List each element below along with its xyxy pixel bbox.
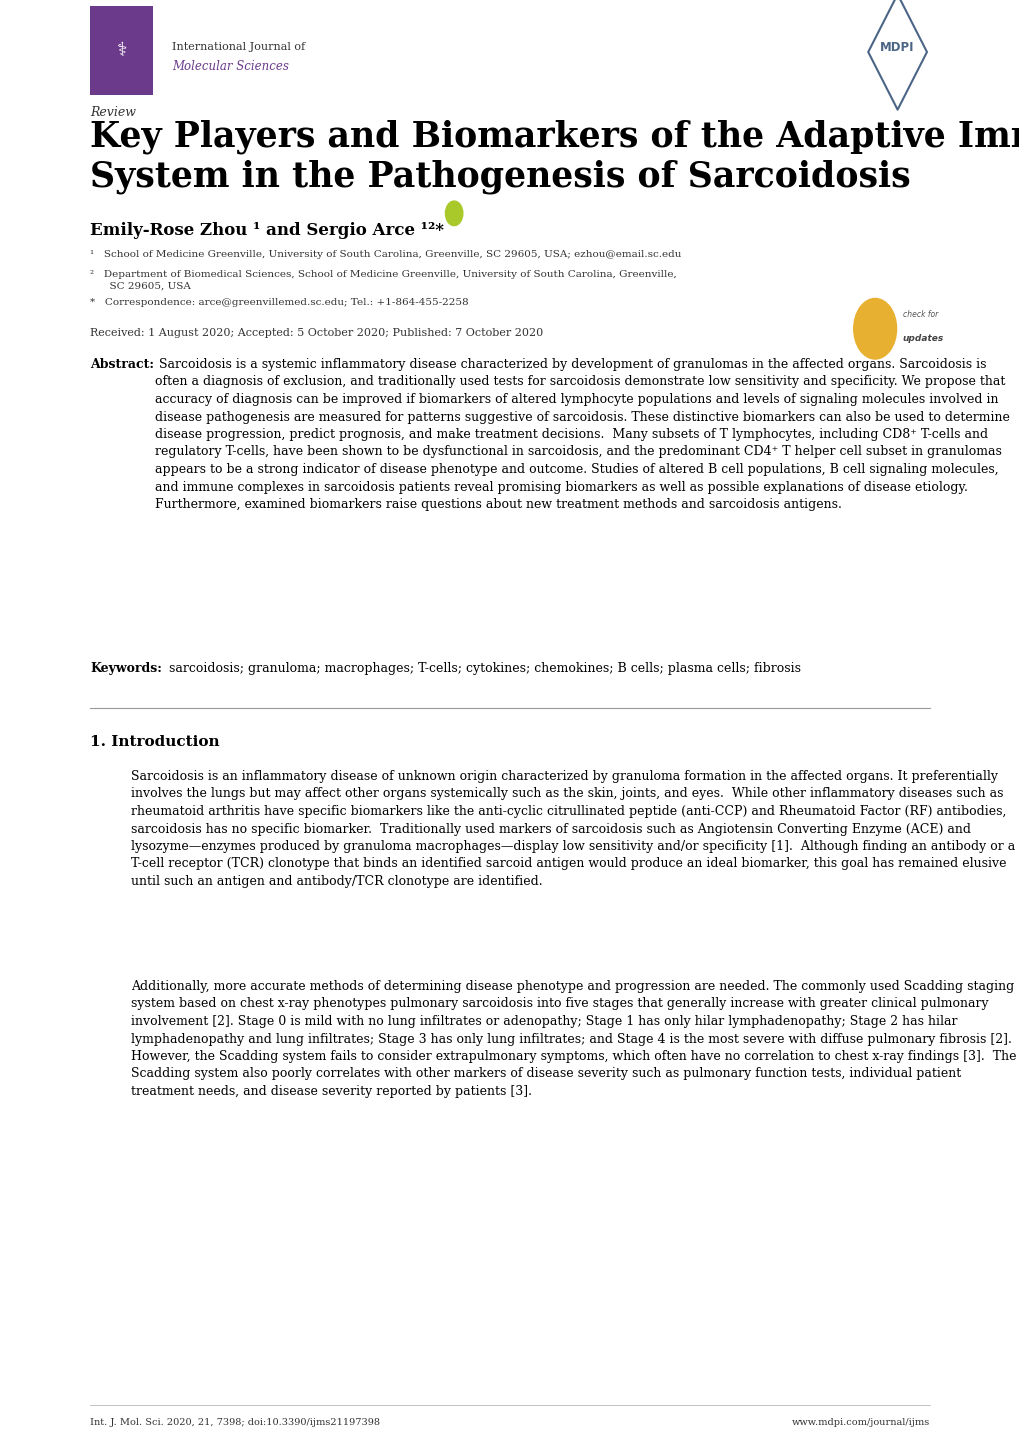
Text: ⚕: ⚕ <box>116 40 126 59</box>
Text: Review: Review <box>90 107 136 120</box>
Text: 1. Introduction: 1. Introduction <box>90 735 219 748</box>
Text: ¹   School of Medicine Greenville, University of South Carolina, Greenville, SC : ¹ School of Medicine Greenville, Univers… <box>90 249 681 260</box>
Text: *   Correspondence: arce@greenvillemed.sc.edu; Tel.: +1-864-455-2258: * Correspondence: arce@greenvillemed.sc.… <box>90 298 468 307</box>
Text: Int. J. Mol. Sci. 2020, 21, 7398; doi:10.3390/ijms21197398: Int. J. Mol. Sci. 2020, 21, 7398; doi:10… <box>90 1417 380 1428</box>
Text: Key Players and Biomarkers of the Adaptive Immune
System in the Pathogenesis of : Key Players and Biomarkers of the Adapti… <box>90 120 1019 193</box>
Text: International Journal of: International Journal of <box>172 42 305 52</box>
Text: MDPI: MDPI <box>879 42 914 55</box>
Text: check for: check for <box>902 310 937 319</box>
Text: Emily-Rose Zhou ¹ and Sergio Arce ¹²*: Emily-Rose Zhou ¹ and Sergio Arce ¹²* <box>90 222 443 239</box>
Text: Molecular Sciences: Molecular Sciences <box>172 61 288 74</box>
Text: Abstract:: Abstract: <box>90 358 154 371</box>
Text: Sarcoidosis is an inflammatory disease of unknown origin characterized by granul: Sarcoidosis is an inflammatory disease o… <box>130 770 1014 888</box>
Circle shape <box>853 298 896 359</box>
Text: Sarcoidosis is a systemic inflammatory disease characterized by development of g: Sarcoidosis is a systemic inflammatory d… <box>155 358 1009 510</box>
Text: sarcoidosis; granuloma; macrophages; T-cells; cytokines; chemokines; B cells; pl: sarcoidosis; granuloma; macrophages; T-c… <box>165 662 801 675</box>
Text: Keywords:: Keywords: <box>90 662 162 675</box>
Text: ²   Department of Biomedical Sciences, School of Medicine Greenville, University: ² Department of Biomedical Sciences, Sch… <box>90 270 676 290</box>
Text: ✓: ✓ <box>869 322 879 335</box>
Text: Received: 1 August 2020; Accepted: 5 October 2020; Published: 7 October 2020: Received: 1 August 2020; Accepted: 5 Oct… <box>90 327 543 337</box>
Text: www.mdpi.com/journal/ijms: www.mdpi.com/journal/ijms <box>791 1417 929 1428</box>
Bar <box>90 6 153 95</box>
Text: Additionally, more accurate methods of determining disease phenotype and progres: Additionally, more accurate methods of d… <box>130 981 1015 1097</box>
Text: updates: updates <box>902 335 943 343</box>
Text: iD: iD <box>450 211 458 216</box>
Circle shape <box>445 200 463 225</box>
